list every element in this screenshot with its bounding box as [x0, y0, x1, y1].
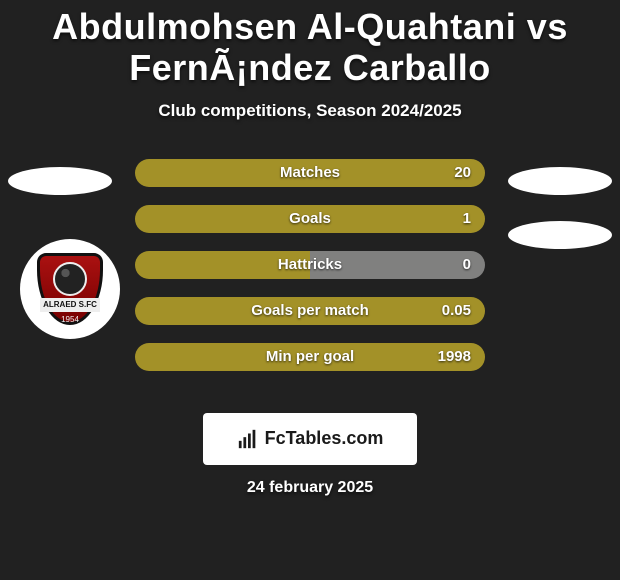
stat-value: 1998	[438, 343, 471, 371]
source-badge: FcTables.com	[203, 413, 417, 465]
stat-label: Matches	[280, 159, 340, 187]
stat-label: Min per goal	[266, 343, 354, 371]
stat-label: Goals per match	[251, 297, 369, 325]
soccer-ball-icon	[53, 262, 87, 296]
player-left-placeholder	[8, 167, 112, 195]
stat-row: Goals per match 0.05	[135, 297, 485, 325]
stat-row: Goals 1	[135, 205, 485, 233]
page-subtitle: Club competitions, Season 2024/2025	[0, 101, 620, 121]
bar-chart-icon	[237, 428, 259, 450]
snapshot-date: 24 february 2025	[0, 479, 620, 497]
club-crest: ALRAED S.FC 1954	[20, 239, 120, 339]
stat-row: Min per goal 1998	[135, 343, 485, 371]
stat-value: 1	[463, 205, 471, 233]
comparison-area: ALRAED S.FC 1954 Matches 20 Goals 1 Hattrick…	[0, 159, 620, 389]
stat-label: Hattricks	[278, 251, 342, 279]
stat-row: Matches 20	[135, 159, 485, 187]
club-crest-shield: ALRAED S.FC 1954	[37, 253, 103, 325]
page-title: Abdulmohsen Al-Quahtani vs FernÃ¡ndez Ca…	[0, 0, 620, 89]
club-crest-name: ALRAED S.FC	[40, 298, 100, 312]
source-label: FcTables.com	[265, 428, 384, 449]
stat-row: Hattricks 0	[135, 251, 485, 279]
club-crest-year: 1954	[40, 315, 100, 324]
stat-value: 0.05	[442, 297, 471, 325]
stat-label: Goals	[289, 205, 331, 233]
stats-list: Matches 20 Goals 1 Hattricks 0 Goals per match…	[135, 159, 485, 371]
player-right-placeholder-1	[508, 167, 612, 195]
player-right-placeholder-2	[508, 221, 612, 249]
stat-value: 20	[454, 159, 471, 187]
stat-value: 0	[463, 251, 471, 279]
